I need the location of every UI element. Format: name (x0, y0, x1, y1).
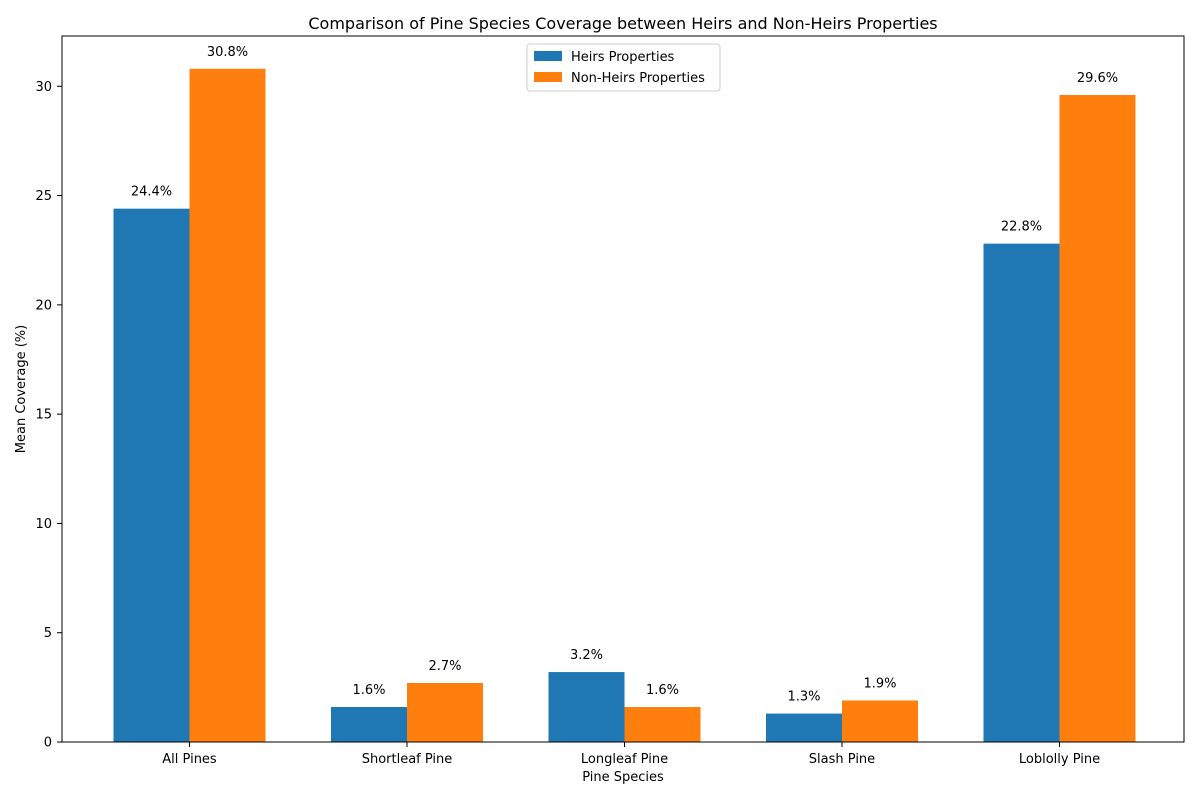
chart-title: Comparison of Pine Species Coverage betw… (308, 14, 937, 33)
y-tick-label: 5 (44, 626, 52, 641)
x-tick-label: All Pines (162, 752, 217, 767)
y-tick-label: 0 (44, 736, 52, 751)
bar-non-heirs-longleaf-pine (624, 707, 701, 742)
legend-box (526, 43, 721, 92)
bar-non-heirs-all-pines (189, 68, 266, 742)
data-label: 29.6% (1077, 71, 1118, 86)
data-label: 2.7% (428, 659, 461, 674)
y-tick-label: 20 (35, 298, 52, 313)
bar-heirs-slash-pine (766, 713, 842, 742)
data-label: 1.6% (646, 683, 679, 698)
y-tick-label: 25 (35, 189, 52, 204)
data-label: 1.6% (352, 683, 385, 698)
y-axis-label: Mean Coverage (%) (14, 325, 29, 453)
bar-non-heirs-loblolly-pine (1059, 95, 1136, 742)
plot-frame (61, 35, 1185, 743)
bar-heirs-loblolly-pine (983, 243, 1060, 742)
legend-label: Heirs Properties (571, 50, 675, 65)
data-label: 30.8% (207, 45, 248, 60)
bar-heirs-longleaf-pine (548, 672, 625, 742)
bar-non-heirs-slash-pine (842, 700, 918, 742)
legend-swatch (534, 72, 562, 82)
data-label: 3.2% (570, 648, 603, 663)
y-tick-label: 30 (35, 80, 52, 95)
data-labels-layer: 24.4% 1.6% 3.2% 1.3% 22.8% 30.8% 2.7% 1.6% 1.9% 2… (131, 45, 1118, 705)
y-tick-label: 15 (35, 408, 52, 423)
legend-swatch (534, 51, 562, 61)
bars-layer (113, 68, 1136, 742)
bar-heirs-all-pines (113, 208, 190, 742)
y-tick-label: 10 (35, 517, 52, 532)
data-label: 1.9% (863, 676, 896, 691)
y-axis: 0 5 10 15 20 25 30 (35, 80, 62, 751)
x-tick-label: Shortleaf Pine (362, 752, 453, 767)
bar-heirs-shortleaf-pine (331, 707, 407, 742)
legend-label: Non-Heirs Properties (571, 71, 705, 86)
data-label: 22.8% (1001, 220, 1042, 235)
legend: Heirs Properties Non-Heirs Properties (526, 43, 721, 92)
x-tick-label: Longleaf Pine (581, 752, 668, 767)
bar-non-heirs-shortleaf-pine (407, 682, 483, 742)
data-label: 1.3% (787, 690, 820, 705)
x-tick-label: Slash Pine (809, 752, 875, 767)
x-axis-label: Pine Species (582, 770, 664, 785)
x-tick-label: Loblolly Pine (1019, 752, 1100, 767)
x-axis: All Pines Shortleaf Pine Longleaf Pine Slas… (162, 742, 1100, 767)
data-label: 24.4% (131, 185, 172, 200)
